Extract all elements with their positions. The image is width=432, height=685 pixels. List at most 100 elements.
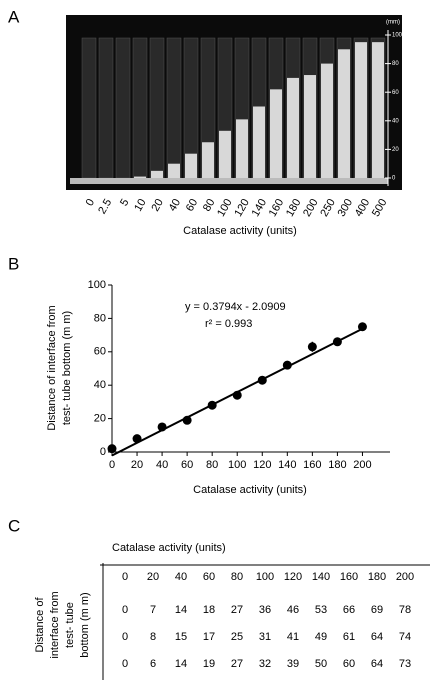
foam bbox=[236, 119, 248, 178]
tube-label: 400 bbox=[353, 197, 373, 219]
tube-label: 140 bbox=[250, 197, 270, 219]
point bbox=[132, 434, 142, 444]
base-liquid bbox=[70, 178, 388, 184]
column-header: 140 bbox=[312, 571, 330, 583]
column-header: 100 bbox=[256, 571, 274, 583]
x-tick-label: 20 bbox=[131, 459, 143, 471]
row-label: Distance of bbox=[34, 597, 46, 653]
cell: 73 bbox=[399, 658, 411, 670]
cell: 69 bbox=[371, 604, 383, 616]
row-label: bottom (m m) bbox=[79, 592, 91, 657]
tube-label: 40 bbox=[167, 197, 184, 214]
y-tick-label: 20 bbox=[94, 413, 106, 425]
tube bbox=[149, 37, 165, 179]
tube-label: 60 bbox=[184, 197, 201, 214]
tube-label: 100 bbox=[215, 197, 235, 219]
cell: 50 bbox=[315, 658, 327, 670]
cell: 74 bbox=[399, 631, 411, 643]
cell: 46 bbox=[287, 604, 299, 616]
x-tick-label: 40 bbox=[156, 459, 168, 471]
point bbox=[282, 360, 292, 370]
point bbox=[107, 444, 117, 454]
cell: 49 bbox=[315, 631, 327, 643]
column-header: 40 bbox=[175, 571, 187, 583]
tube-label: 2.5 bbox=[96, 197, 114, 216]
column-header: 80 bbox=[231, 571, 243, 583]
y-tick-label: 80 bbox=[94, 312, 106, 324]
point bbox=[157, 422, 167, 432]
row-label: interface from bbox=[49, 591, 61, 658]
tube-label: 200 bbox=[301, 197, 321, 219]
panel-label: B bbox=[8, 254, 19, 273]
equation: y = 0.3794x - 2.0909 bbox=[185, 301, 286, 313]
tube-label: 120 bbox=[232, 197, 252, 219]
tube-label: 5 bbox=[118, 197, 131, 208]
y-tick-label: 60 bbox=[94, 346, 106, 358]
cell: 61 bbox=[343, 631, 355, 643]
x-tick-label: 60 bbox=[181, 459, 193, 471]
cell: 18 bbox=[203, 604, 215, 616]
x-label: Catalase activity (units) bbox=[183, 225, 297, 237]
foam bbox=[304, 75, 316, 178]
cell: 17 bbox=[203, 631, 215, 643]
cell: 78 bbox=[399, 604, 411, 616]
foam bbox=[321, 63, 333, 178]
foam bbox=[355, 42, 367, 179]
cell: 64 bbox=[371, 658, 383, 670]
point bbox=[332, 337, 342, 347]
cell: 32 bbox=[259, 658, 271, 670]
point bbox=[232, 390, 242, 400]
column-header: 60 bbox=[203, 571, 215, 583]
foam bbox=[219, 130, 231, 178]
tube-label: 80 bbox=[201, 197, 218, 214]
cell: 19 bbox=[203, 658, 215, 670]
cell: 53 bbox=[315, 604, 327, 616]
column-header: 180 bbox=[368, 571, 386, 583]
column-header: 20 bbox=[147, 571, 159, 583]
y-tick-label: 40 bbox=[94, 379, 106, 391]
x-tick-label: 140 bbox=[278, 459, 296, 471]
foam bbox=[202, 142, 214, 178]
foam bbox=[185, 153, 197, 178]
table-header: Catalase activity (units) bbox=[112, 542, 226, 554]
x-tick-label: 100 bbox=[228, 459, 246, 471]
cell: 14 bbox=[175, 658, 187, 670]
cell: 0 bbox=[122, 631, 128, 643]
tube bbox=[166, 37, 182, 179]
row-label: test- tube bbox=[64, 602, 76, 648]
point bbox=[307, 342, 317, 352]
cell: 27 bbox=[231, 658, 243, 670]
cell: 8 bbox=[150, 631, 156, 643]
point bbox=[207, 400, 217, 410]
tube-label: 300 bbox=[336, 197, 356, 219]
tube-label: 20 bbox=[149, 197, 166, 214]
foam bbox=[134, 176, 146, 178]
cell: 66 bbox=[343, 604, 355, 616]
cell: 31 bbox=[259, 631, 271, 643]
foam bbox=[338, 49, 350, 178]
cell: 39 bbox=[287, 658, 299, 670]
x-tick-label: 120 bbox=[253, 459, 271, 471]
column-header: 200 bbox=[396, 571, 414, 583]
scale-label: 60 bbox=[392, 90, 399, 96]
panel-label: A bbox=[8, 7, 20, 26]
y-axis-title: test- tube bottom (m m) bbox=[61, 311, 73, 425]
cell: 64 bbox=[371, 631, 383, 643]
tube bbox=[98, 37, 114, 179]
cell: 36 bbox=[259, 604, 271, 616]
tube bbox=[81, 37, 97, 179]
tube-label: 160 bbox=[267, 197, 287, 219]
scale-label: 80 bbox=[392, 61, 399, 67]
scale-unit: (mm) bbox=[386, 20, 400, 26]
panel-label: C bbox=[8, 516, 20, 535]
column-header: 160 bbox=[340, 571, 358, 583]
x-tick-label: 80 bbox=[206, 459, 218, 471]
r-squared: r² = 0.993 bbox=[205, 318, 252, 330]
foam bbox=[253, 106, 265, 178]
cell: 60 bbox=[343, 658, 355, 670]
foam bbox=[287, 77, 299, 178]
tube-label: 250 bbox=[318, 197, 338, 219]
x-tick-label: 180 bbox=[328, 459, 346, 471]
y-axis-title: Distance of interface from bbox=[46, 305, 58, 430]
